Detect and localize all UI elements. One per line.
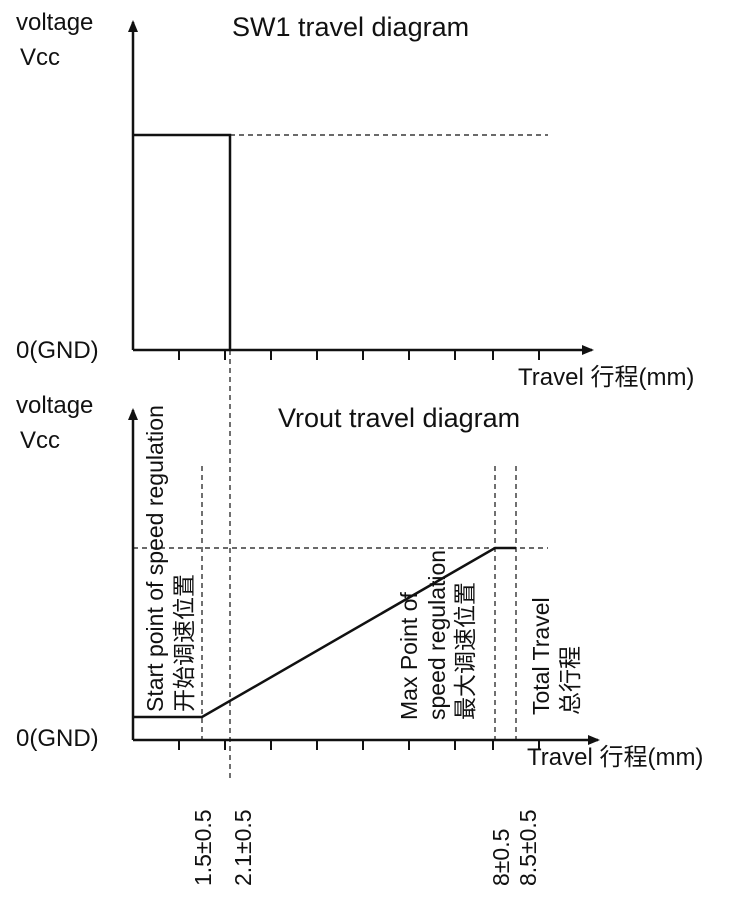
sw1-zero-label: 0(GND) xyxy=(16,337,99,364)
sw1-y-label-voltage: voltage xyxy=(16,9,93,36)
sw1-x-ticks xyxy=(178,350,540,360)
sw1-y-label-vcc: Vcc xyxy=(20,44,60,71)
vrout-diagram: Vrout travel diagram voltage Vcc 0(GND) … xyxy=(16,392,703,886)
vrout-x-label: Travel 行程(mm) xyxy=(527,744,703,771)
tick-label-8: 8±0.5 xyxy=(488,829,514,886)
sw1-x-label: Travel 行程(mm) xyxy=(518,364,694,391)
vrout-y-label-voltage: voltage xyxy=(16,392,93,419)
vrout-y-label-vcc: Vcc xyxy=(20,427,60,454)
max-point-label-en-2: speed regulation xyxy=(424,550,450,720)
start-point-label-en: Start point of speed regulation xyxy=(142,405,168,712)
tick-label-1-5: 1.5±0.5 xyxy=(190,809,216,886)
max-point-label-en-1: Max Point of xyxy=(396,592,422,720)
max-point-label-cn: 最大调速位置 xyxy=(452,582,478,720)
total-travel-label-en: Total Travel xyxy=(528,597,554,715)
vrout-x-ticks xyxy=(178,740,540,750)
sw1-title: SW1 travel diagram xyxy=(232,12,469,42)
vrout-signal-line xyxy=(133,546,516,719)
sw1-signal-line xyxy=(133,133,232,350)
tick-label-8-5: 8.5±0.5 xyxy=(515,809,541,886)
sw1-diagram: SW1 travel diagram voltage Vcc 0(GND) Tr… xyxy=(16,9,694,391)
total-travel-label-cn: 总行程 xyxy=(557,646,583,715)
vrout-title: Vrout travel diagram xyxy=(278,403,520,433)
vrout-zero-label: 0(GND) xyxy=(16,725,99,752)
tick-label-2-1: 2.1±0.5 xyxy=(230,809,256,886)
start-point-label-cn: 开始调速位置 xyxy=(171,574,197,712)
